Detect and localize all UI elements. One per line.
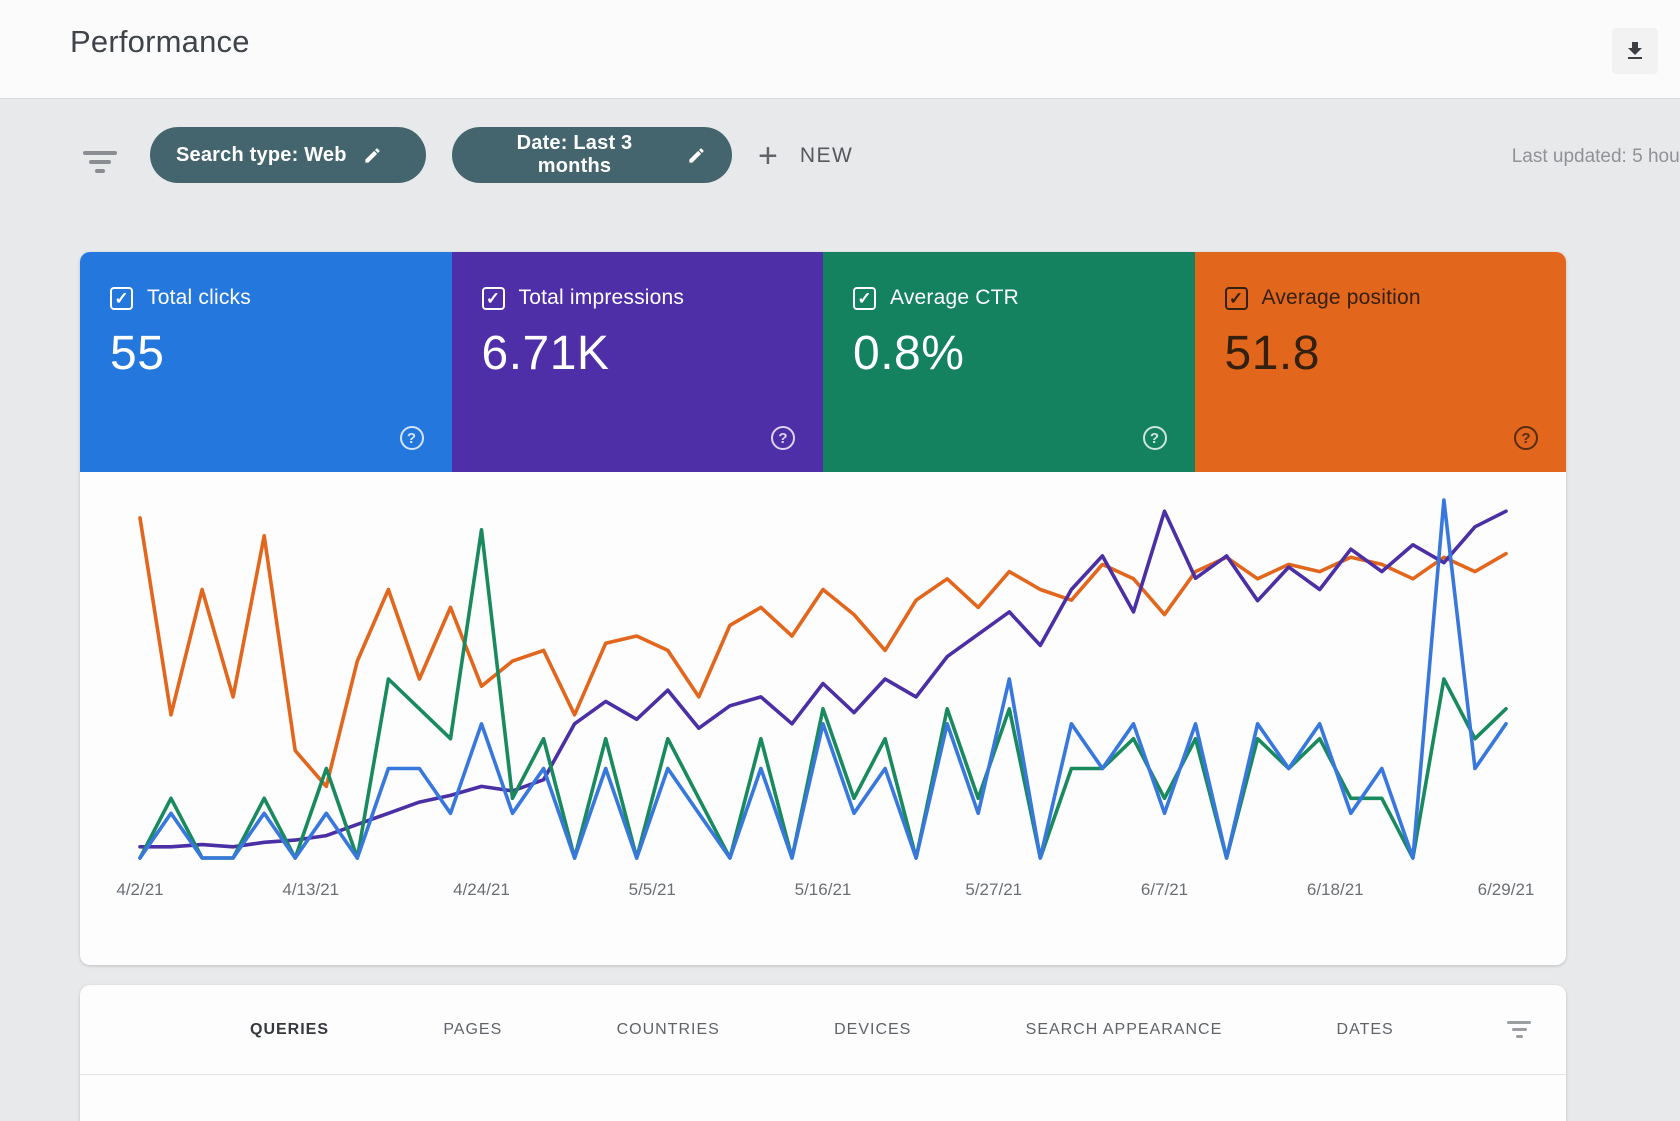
- help-icon[interactable]: ?: [771, 426, 795, 450]
- x-axis-tick-label: 5/5/21: [628, 880, 676, 899]
- search-type-chip[interactable]: Search type: Web: [150, 127, 426, 183]
- dimension-tabs: QUERIES PAGES COUNTRIES DEVICES SEARCH APPEA…: [80, 985, 1566, 1075]
- x-axis-tick-label: 5/27/21: [965, 880, 1023, 899]
- card-value: 0.8%: [853, 327, 965, 380]
- pencil-icon: [365, 147, 380, 163]
- checkbox-checked-icon[interactable]: ✓: [1224, 286, 1248, 310]
- chart-x-axis-labels: 4/2/21 4/13/21 4/24/21 5/5/21 5/16/21 5/27/21…: [80, 880, 1566, 910]
- card-label-row: ✓ Average CTR: [853, 286, 1165, 310]
- last-updated-text: Last updated: 5 hour: [1511, 146, 1680, 167]
- download-icon: [1628, 42, 1642, 59]
- filter-list-icon[interactable]: [82, 146, 118, 182]
- performance-chart[interactable]: 4/2/21 4/13/21 4/24/21 5/5/21 5/16/21 5/27/21…: [80, 472, 1566, 965]
- x-axis-tick-label: 4/13/21: [282, 880, 340, 899]
- checkbox-checked-icon[interactable]: ✓: [110, 286, 133, 310]
- tab-pages[interactable]: PAGES: [443, 1020, 503, 1038]
- tab-queries[interactable]: QUERIES: [250, 1020, 330, 1038]
- download-button[interactable]: [1612, 28, 1658, 74]
- card-label-row: ✓ Total clicks: [110, 286, 422, 310]
- new-filter-button[interactable]: + NEW: [758, 136, 853, 176]
- card-value: 51.8: [1224, 327, 1320, 380]
- card-label: Total clicks: [147, 286, 251, 309]
- filter-bar: Search type: Web Date: Last 3 months + N…: [0, 118, 1680, 210]
- dimensions-panel: QUERIES PAGES COUNTRIES DEVICES SEARCH APPEA…: [80, 985, 1566, 1121]
- x-axis-tick-label: 4/24/21: [453, 880, 510, 899]
- page-header: Performance: [0, 0, 1680, 99]
- help-icon[interactable]: ?: [399, 426, 424, 450]
- tab-dates[interactable]: DATES: [1336, 1020, 1394, 1038]
- x-axis-tick-label: 6/18/21: [1306, 880, 1364, 899]
- date-range-chip-label: Date: Last 3 months: [516, 132, 633, 177]
- series-line-total-clicks: [138, 498, 1508, 860]
- metric-card-total-impressions[interactable]: ✓ Total impressions 6.71K?: [451, 252, 823, 472]
- x-axis-tick-label: 5/16/21: [794, 880, 852, 899]
- pencil-icon: [689, 147, 704, 163]
- date-range-chip[interactable]: Date: Last 3 months: [452, 127, 732, 183]
- tab-devices[interactable]: DEVICES: [834, 1020, 912, 1038]
- checkbox-checked-icon[interactable]: ✓: [853, 286, 876, 310]
- new-filter-label: NEW: [799, 144, 854, 167]
- x-axis-tick-label: 4/2/21: [116, 880, 164, 899]
- checkbox-checked-icon[interactable]: ✓: [481, 286, 505, 310]
- series-line-average-ctr: [138, 527, 1508, 860]
- help-icon[interactable]: ?: [1514, 426, 1538, 450]
- card-value: 55: [110, 327, 165, 380]
- tab-countries[interactable]: COUNTRIES: [616, 1020, 720, 1038]
- performance-panel: ✓ Total clicks 55? ✓ Total impressions 6.71K?…: [80, 252, 1566, 965]
- card-label-row: ✓ Average position: [1224, 286, 1537, 310]
- plus-icon: +: [758, 137, 778, 175]
- card-label: Average position: [1261, 286, 1421, 309]
- card-value: 6.71K: [481, 327, 610, 380]
- page-title: Performance: [70, 24, 250, 59]
- x-axis-tick-label: 6/29/21: [1477, 880, 1535, 899]
- x-axis-tick-label: 6/7/21: [1140, 880, 1189, 899]
- series-line-total-impressions: [138, 509, 1508, 849]
- help-icon[interactable]: ?: [1142, 426, 1167, 450]
- card-label-row: ✓ Total impressions: [481, 286, 794, 310]
- card-label: Average CTR: [890, 286, 1020, 309]
- metric-card-average-ctr[interactable]: ✓ Average CTR 0.8%?: [823, 252, 1195, 472]
- search-type-chip-label: Search type: Web: [176, 143, 347, 166]
- table-filter-icon[interactable]: [1506, 1017, 1532, 1043]
- card-label: Total impressions: [518, 286, 685, 309]
- series-line-average-position: [138, 516, 1508, 789]
- metric-card-total-clicks[interactable]: ✓ Total clicks 55?: [80, 252, 452, 472]
- metric-card-average-position[interactable]: ✓ Average position 51.8?: [1194, 252, 1566, 472]
- chart-lines: [138, 498, 1508, 860]
- tab-search-appearance[interactable]: SEARCH APPEARANCE: [1025, 1020, 1223, 1038]
- metric-cards: ✓ Total clicks 55? ✓ Total impressions 6.71K?…: [80, 252, 1566, 472]
